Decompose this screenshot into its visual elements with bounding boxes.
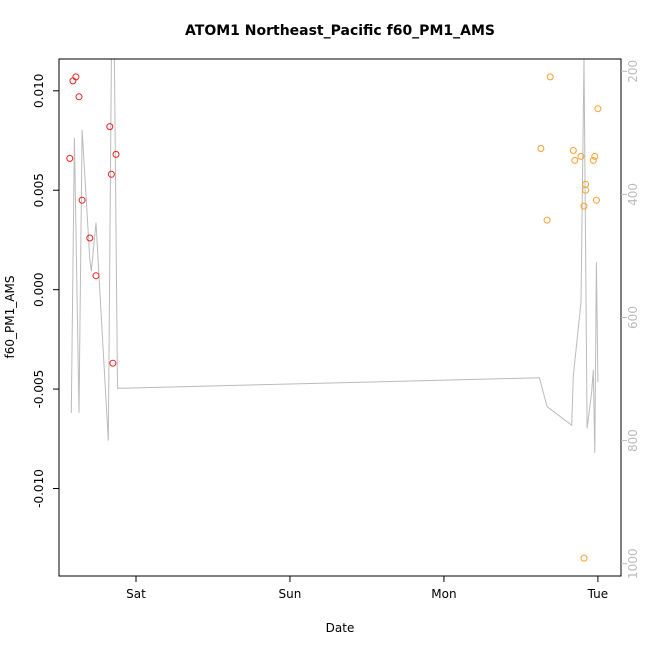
x-tick-label: Sun xyxy=(279,587,302,601)
data-point-series-1 xyxy=(112,150,120,158)
y2-tick-label: 800 xyxy=(626,429,640,452)
altitude-line-layer xyxy=(70,58,599,453)
y-tick-label: 0.010 xyxy=(32,74,46,108)
altitude-line xyxy=(70,58,599,453)
y-tick-label: 0.005 xyxy=(32,173,46,207)
y2-tick-label: 1000 xyxy=(626,548,640,579)
data-point-series-2 xyxy=(592,196,600,204)
data-point-series-1 xyxy=(86,234,94,242)
data-point-series-2 xyxy=(582,186,590,194)
data-point-series-2 xyxy=(537,145,545,152)
y-axis-label: f60_PM1_AMS xyxy=(3,276,17,359)
x-axis: Sat Sun Mon Tue xyxy=(126,576,608,601)
y-tick-label: -0.005 xyxy=(32,370,46,409)
data-point-series-2 xyxy=(580,554,588,562)
y2-tick-label: 600 xyxy=(626,306,640,329)
x-tick-label: Mon xyxy=(431,587,456,601)
data-point-series-2 xyxy=(546,73,554,81)
data-point-series-1 xyxy=(75,93,83,101)
data-point-series-1 xyxy=(72,73,80,81)
data-point-series-1 xyxy=(106,123,114,131)
data-point-series-2 xyxy=(580,202,588,210)
y-tick-label: 0.000 xyxy=(32,272,46,306)
data-point-series-2 xyxy=(571,156,579,164)
y2-tick-label: 200 xyxy=(626,60,640,83)
data-point-series-2 xyxy=(594,105,602,113)
y2-tick-label: 400 xyxy=(626,183,640,206)
data-point-series-2 xyxy=(589,156,597,164)
plot-frame xyxy=(58,58,622,577)
y-axis: -0.010 -0.005 0.000 0.005 0.010 xyxy=(32,74,59,508)
data-point-series-1 xyxy=(107,170,115,178)
x-tick-label: Sat xyxy=(126,587,146,601)
data-point-series-2 xyxy=(577,152,585,160)
x-tick-label: Tue xyxy=(587,587,609,601)
y-tick-label: -0.010 xyxy=(32,469,46,508)
data-point-series-2 xyxy=(569,147,577,154)
points-layer xyxy=(66,73,602,562)
x-axis-label: Date xyxy=(326,621,355,635)
data-point-series-1 xyxy=(109,359,117,367)
data-point-series-1 xyxy=(92,272,100,280)
data-point-series-2 xyxy=(543,216,551,224)
data-point-series-1 xyxy=(69,77,77,85)
data-point-series-2 xyxy=(591,152,599,160)
data-point-series-1 xyxy=(66,154,74,162)
chart-title: ATOM1 Northeast_Pacific f60_PM1_AMS xyxy=(185,23,495,39)
secondary-y-axis: 200 400 600 800 1000 xyxy=(621,60,640,579)
data-point-series-1 xyxy=(78,196,86,204)
data-point-series-2 xyxy=(582,180,590,188)
